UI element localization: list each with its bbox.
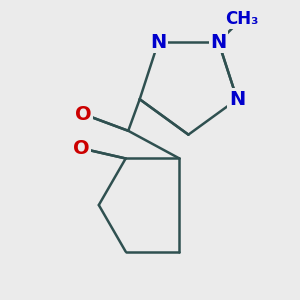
Text: CH₃: CH₃: [225, 10, 258, 28]
Text: O: O: [73, 139, 89, 158]
Text: N: N: [150, 32, 167, 52]
Text: N: N: [229, 90, 245, 109]
Text: O: O: [75, 105, 92, 124]
Text: N: N: [210, 32, 226, 52]
